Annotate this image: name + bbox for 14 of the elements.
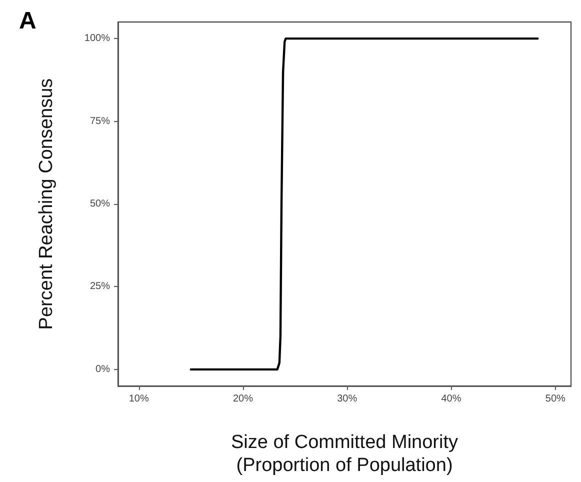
y-tick-label: 100% bbox=[84, 33, 110, 44]
y-tick-label: 0% bbox=[96, 364, 110, 375]
x-tick-label: 40% bbox=[441, 394, 462, 404]
y-tick-label: 50% bbox=[90, 198, 110, 210]
y-tick-label: 75% bbox=[90, 116, 110, 127]
x-tick-label: 50% bbox=[545, 394, 566, 404]
line-series bbox=[190, 37, 539, 371]
x-axis-title: Size of Committed Minority (Proportion of Population) bbox=[230, 432, 458, 476]
x-tick-label: 20% bbox=[232, 394, 254, 404]
y-axis-title: Percent Reaching Consensus bbox=[36, 78, 57, 330]
text: A bbox=[19, 8, 36, 34]
x-tick-label: 10% bbox=[128, 394, 149, 404]
x-tick-label: 30% bbox=[337, 394, 358, 404]
y-tick-label: 25% bbox=[90, 281, 110, 292]
